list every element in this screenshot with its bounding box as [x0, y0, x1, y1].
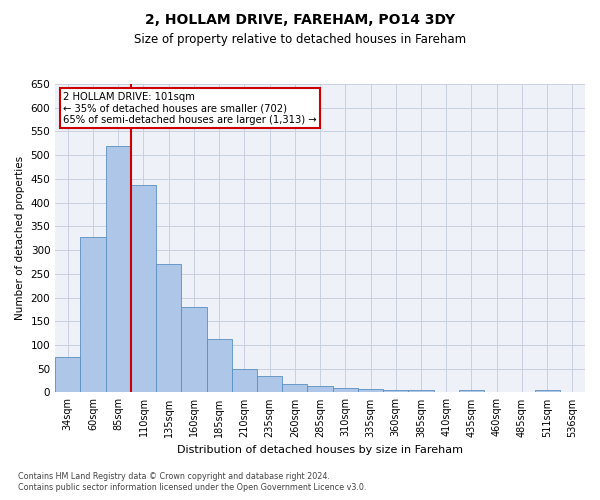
Bar: [282, 384, 307, 392]
Bar: [131, 185, 156, 392]
X-axis label: Distribution of detached houses by size in Fareham: Distribution of detached houses by size …: [177, 445, 463, 455]
Bar: [332, 388, 358, 392]
Bar: [232, 368, 257, 392]
Bar: [383, 390, 409, 392]
Bar: [358, 389, 383, 392]
Bar: [156, 264, 181, 392]
Y-axis label: Number of detached properties: Number of detached properties: [15, 156, 25, 320]
Text: 2 HOLLAM DRIVE: 101sqm
← 35% of detached houses are smaller (702)
65% of semi-de: 2 HOLLAM DRIVE: 101sqm ← 35% of detached…: [63, 92, 317, 125]
Text: Contains public sector information licensed under the Open Government Licence v3: Contains public sector information licen…: [18, 484, 367, 492]
Bar: [307, 386, 332, 392]
Text: Size of property relative to detached houses in Fareham: Size of property relative to detached ho…: [134, 32, 466, 46]
Bar: [55, 357, 80, 392]
Text: 2, HOLLAM DRIVE, FAREHAM, PO14 3DY: 2, HOLLAM DRIVE, FAREHAM, PO14 3DY: [145, 12, 455, 26]
Bar: [206, 339, 232, 392]
Bar: [80, 238, 106, 392]
Bar: [181, 306, 206, 392]
Bar: [459, 390, 484, 392]
Bar: [535, 390, 560, 392]
Bar: [409, 390, 434, 392]
Text: Contains HM Land Registry data © Crown copyright and database right 2024.: Contains HM Land Registry data © Crown c…: [18, 472, 330, 481]
Bar: [257, 376, 282, 392]
Bar: [106, 146, 131, 392]
